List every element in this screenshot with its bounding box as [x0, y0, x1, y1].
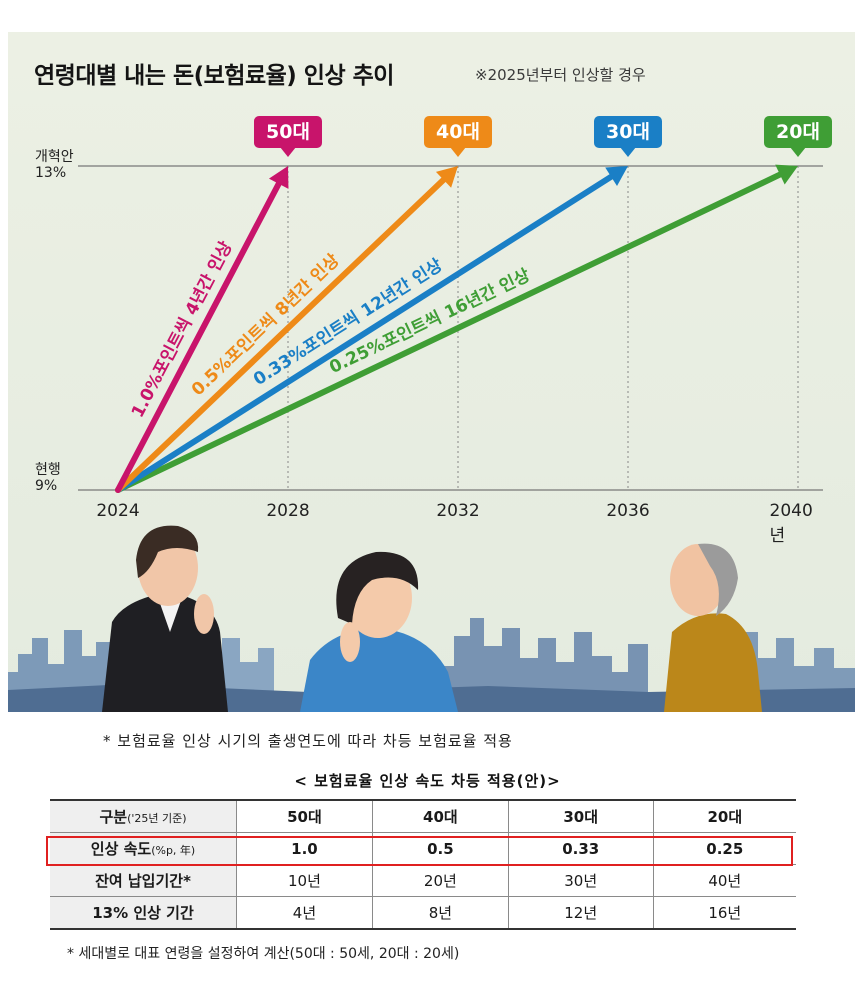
header-col-40s: 40대 [371, 799, 509, 833]
x-tick-label: 2024 [96, 501, 140, 521]
note-top: * 보험료율 인상 시기의 출생연도에 따라 차등 보험료율 적용 [103, 732, 513, 750]
rate-row-highlight [46, 836, 793, 866]
series-line [115, 176, 447, 493]
series-arrowhead [435, 166, 458, 188]
table-cell: 4년 [236, 896, 373, 930]
table-cell: 16년 [652, 896, 796, 930]
header-label-cell: 구분('25년 기준) [50, 799, 237, 833]
y-label-reform-name: 개혁안 [35, 149, 74, 165]
series-arrowhead [268, 166, 289, 189]
series-line [115, 180, 282, 493]
age-badge: 40대 [424, 116, 492, 157]
row-label-period: 13% 인상 기간 [50, 896, 237, 930]
table-cell: 20년 [371, 864, 509, 897]
table-row-period: 13% 인상 기간 4년 8년 12년 16년 [50, 896, 796, 930]
note-bottom: * 세대별로 대표 연령을 설정하여 계산(50대 : 50세, 20대 : 2… [67, 946, 460, 962]
y-label-reform: 개혁안 13% [35, 149, 74, 181]
x-tick-label: 2032 [436, 501, 480, 521]
age-badge: 50대 [254, 116, 322, 157]
x-tick-label: 2040년 [769, 501, 813, 546]
chart-title: 연령대별 내는 돈(보험료율) 인상 추이 [34, 63, 394, 89]
y-label-reform-value: 13% [35, 165, 67, 181]
y-label-current-name: 현행 [35, 462, 61, 478]
header-col-30s: 30대 [507, 799, 654, 833]
x-tick-label: 2036 [606, 501, 650, 521]
age-badge: 20대 [764, 116, 832, 157]
row-label-remaining: 잔여 납입기간* [50, 864, 237, 897]
table-cell: 10년 [236, 864, 373, 897]
table-cell: 30년 [507, 864, 654, 897]
table-row-remaining: 잔여 납입기간* 10년 20년 30년 40년 [50, 864, 796, 897]
chart-subtitle: ※2025년부터 인상할 경우 [475, 66, 646, 84]
table-header-row: 구분('25년 기준) 50대 40대 30대 20대 [50, 799, 796, 833]
series-line [115, 173, 615, 493]
table-cell: 8년 [371, 896, 509, 930]
person-30s-illustration [300, 551, 458, 712]
header-col-50s: 50대 [236, 799, 373, 833]
infographic: 연령대별 내는 돈(보험료율) 인상 추이 ※2025년부터 인상할 경우 개혁… [8, 32, 855, 712]
series-arrowhead [775, 164, 798, 185]
series-arrowhead [605, 166, 628, 187]
table-title: < 보험료율 인상 속도 차등 적용(안)> [294, 772, 561, 790]
header-col-20s: 20대 [652, 799, 796, 833]
table-cell: 40년 [652, 864, 796, 897]
x-tick-label: 2028 [266, 501, 310, 521]
series-line [115, 171, 783, 493]
table-cell: 12년 [507, 896, 654, 930]
person-50s-illustration [102, 525, 228, 712]
age-badge: 30대 [594, 116, 662, 157]
y-label-current-value: 9% [35, 478, 58, 494]
y-label-current: 현행 9% [35, 462, 61, 494]
chart-series [115, 164, 798, 493]
person-20s-illustration [664, 543, 762, 712]
